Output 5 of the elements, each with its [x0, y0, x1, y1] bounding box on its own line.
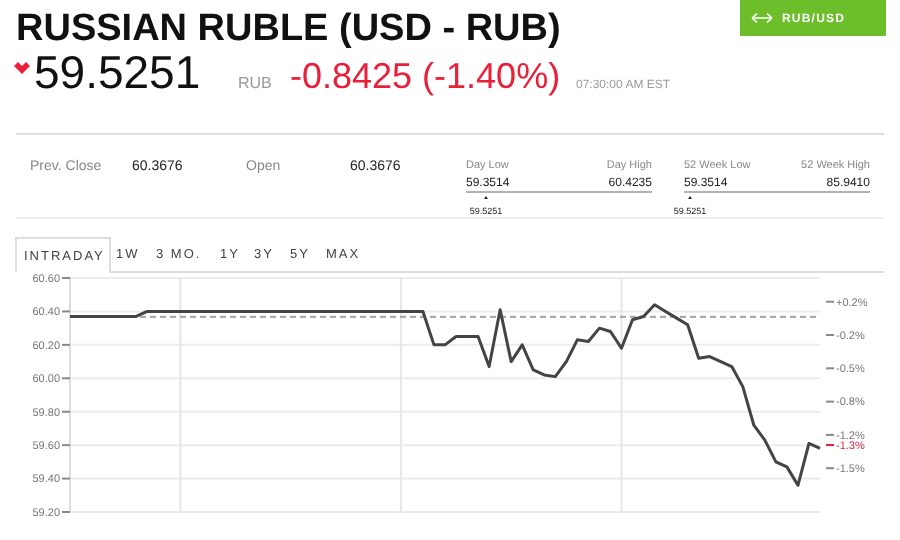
chart-title: RUSSIAN RUBLE (USD - RUB) [16, 8, 561, 50]
text: 59.5251 [34, 46, 201, 98]
line-series [68, 303, 822, 487]
text: RUB [238, 74, 272, 92]
text: -0.8425 (-1.40%) [290, 56, 561, 96]
